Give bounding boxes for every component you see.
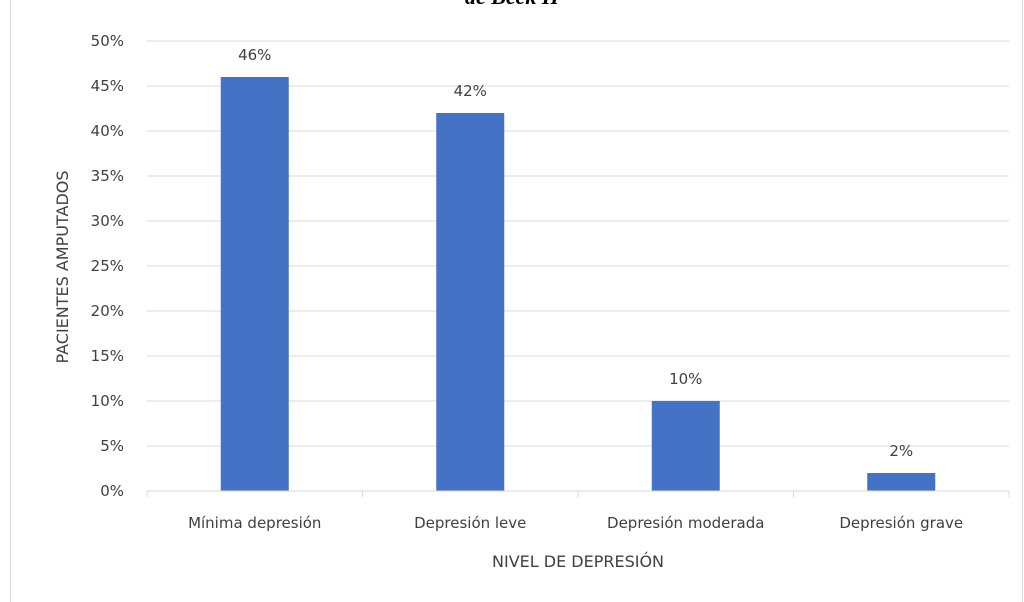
figure-caption-fragment: de Beck II	[0, 0, 1024, 8]
data-label: 42%	[454, 82, 487, 100]
y-tick-label: 35%	[91, 167, 124, 185]
y-tick-label: 10%	[91, 392, 124, 410]
x-axis-title: NIVEL DE DEPRESIÓN	[492, 552, 664, 571]
y-tick-label: 15%	[91, 347, 124, 365]
data-label: 2%	[889, 442, 913, 460]
y-tick-label: 25%	[91, 257, 124, 275]
y-tick-label: 40%	[91, 122, 124, 140]
x-axis: Mínima depresión Depresión leve Depresión …	[146, 490, 1010, 532]
bar	[867, 473, 936, 491]
bars	[220, 77, 936, 491]
data-label: 10%	[669, 370, 702, 388]
x-category-label: Mínima depresión	[188, 514, 321, 532]
y-tick-label: 0%	[100, 482, 124, 500]
y-tick-label: 45%	[91, 77, 124, 95]
y-axis-ticks: 0% 5% 10% 15% 20% 25% 30% 35% 40% 45% 50%	[91, 32, 124, 500]
x-category-label: Depresión leve	[414, 514, 526, 532]
data-labels: 46% 42% 10% 2%	[238, 46, 913, 460]
y-tick-label: 30%	[91, 212, 124, 230]
bar	[220, 77, 289, 491]
chart-frame	[10, 0, 1023, 602]
y-axis-title: PACIENTES AMPUTADOS	[53, 170, 72, 363]
y-tick-label: 5%	[100, 437, 124, 455]
bar	[436, 113, 505, 491]
y-tick-label: 50%	[91, 32, 124, 50]
bar	[651, 401, 720, 491]
y-tick-label: 20%	[91, 302, 124, 320]
data-label: 46%	[238, 46, 271, 64]
x-category-label: Depresión moderada	[607, 514, 764, 532]
x-category-label: Depresión grave	[839, 514, 963, 532]
gridlines	[147, 40, 1009, 447]
